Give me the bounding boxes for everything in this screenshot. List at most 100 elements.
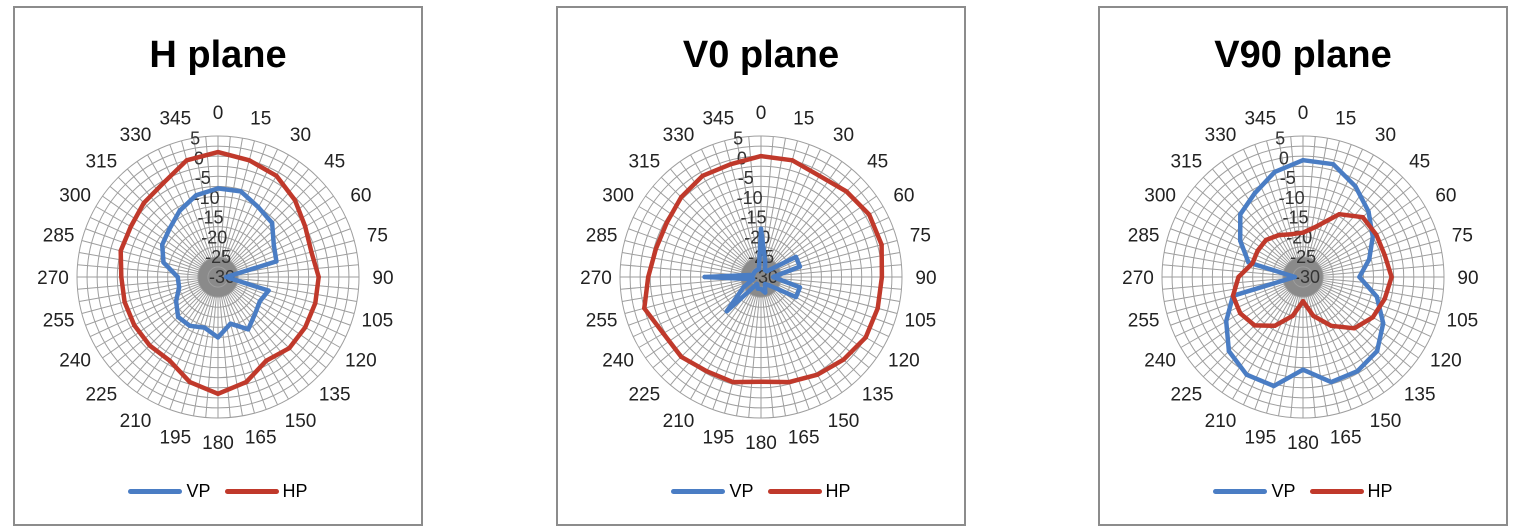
angular-tick-label: 180 (745, 433, 777, 454)
data-point-hp (215, 391, 221, 396)
data-point-hp (1255, 248, 1260, 253)
data-point-vp (755, 286, 761, 291)
polar-grid-ring (619, 135, 903, 419)
data-point-vp (756, 267, 762, 272)
data-point-hp (787, 379, 792, 385)
data-point-hp (642, 306, 647, 311)
polar-grid-ring (1262, 236, 1344, 318)
data-point-hp (303, 325, 308, 330)
angular-tick-label: 225 (628, 385, 660, 406)
angular-tick-label: 330 (120, 125, 152, 146)
data-point-hp (1389, 274, 1394, 280)
data-point-hp (141, 200, 147, 206)
data-point-hp (1272, 323, 1277, 328)
polar-grid-ring (1161, 135, 1445, 419)
polar-grid-ring (669, 185, 853, 369)
radial-tick-label: -15 (197, 208, 223, 228)
data-point-hp (679, 195, 684, 200)
data-point-vp (1271, 383, 1276, 389)
data-point-vp (767, 283, 772, 288)
legend-label-vp: VP (729, 481, 754, 501)
data-point-vp (1272, 169, 1277, 175)
data-point-hp (1276, 232, 1281, 238)
data-point-hp (1337, 212, 1342, 217)
data-point-vp (741, 284, 746, 290)
data-point-hp (875, 306, 880, 311)
data-point-hp (844, 189, 849, 194)
radial-tick-label: -15 (1282, 208, 1308, 228)
polar-grid-ring (1282, 256, 1324, 298)
data-point-hp (167, 358, 172, 363)
data-point-vp (1366, 209, 1371, 214)
data-point-vp (797, 285, 803, 290)
radial-tick-label: -5 (195, 168, 211, 188)
data-point-vp (252, 311, 258, 317)
angular-tick-label: 120 (345, 351, 377, 372)
data-point-vp (1331, 162, 1336, 167)
chart-title: V0 plane (682, 34, 840, 76)
data-point-hp (661, 331, 666, 336)
data-point-vp (1374, 348, 1380, 354)
angular-tick-label: 165 (788, 427, 820, 448)
angular-tick-label: 300 (602, 186, 634, 207)
data-point-vp (274, 259, 279, 264)
data-point-hp (1289, 232, 1294, 237)
data-point-hp (704, 369, 709, 374)
data-point-hp (244, 379, 249, 385)
radial-tick-label: 0 (737, 148, 747, 168)
radial-tick-label: -30 (752, 267, 778, 287)
angular-tick-label: 255 (1128, 311, 1160, 332)
data-point-hp (147, 343, 152, 348)
data-point-hp (700, 173, 705, 178)
data-point-hp (264, 358, 269, 363)
radial-tick-label: -15 (740, 208, 766, 228)
polar-grid-ring (197, 256, 239, 298)
angular-tick-label: 150 (1370, 411, 1402, 432)
angular-tick-label: 75 (1452, 225, 1473, 246)
data-point-vp (160, 242, 165, 247)
angular-tick-label: 45 (324, 151, 345, 172)
data-point-vp (215, 186, 221, 191)
data-point-hp (841, 357, 846, 362)
polar-grid-ring (659, 175, 863, 379)
data-point-vp (1357, 274, 1362, 280)
polar-grid-ring (136, 195, 300, 359)
polar-grid-ring (96, 155, 340, 399)
data-point-vp (1238, 238, 1243, 243)
angular-tick-label: 285 (43, 225, 75, 246)
chart-title: H plane (149, 34, 287, 76)
data-point-vp (1367, 257, 1372, 262)
legend-line-vp (671, 489, 726, 494)
angular-tick-label: 105 (362, 311, 394, 332)
polar-grid-ring (629, 145, 893, 409)
polar-center-disc (197, 256, 239, 298)
angular-tick-label: 165 (245, 427, 277, 448)
radial-tick-label: -25 (1290, 247, 1316, 267)
data-point-hp (1230, 293, 1236, 298)
angular-tick-label: 225 (85, 385, 117, 406)
data-point-vp (223, 274, 229, 280)
angular-tick-label: 120 (1430, 351, 1462, 372)
chart-legend: VP HP (558, 481, 964, 502)
data-point-vp (1381, 321, 1386, 326)
data-point-hp (646, 274, 651, 280)
radial-tick-label: -5 (1280, 168, 1296, 188)
data-point-hp (728, 162, 733, 167)
angular-tick-label: 30 (290, 125, 311, 146)
angular-tick-label: 150 (285, 411, 317, 432)
data-point-vp (269, 220, 275, 226)
polar-plot-h-plane: 50-5-10-15-20-25-300 15304560759010512013… (37, 103, 394, 454)
data-point-vp (256, 205, 261, 210)
data-point-hp (1238, 311, 1243, 316)
angular-tick-label: 300 (59, 186, 91, 207)
data-point-hp (128, 224, 133, 229)
radial-tick-label: -30 (1294, 267, 1320, 287)
data-point-vp (1329, 379, 1334, 385)
data-point-vp (271, 242, 276, 247)
angular-tick-label: 105 (905, 311, 937, 332)
angular-tick-label: 285 (586, 225, 618, 246)
polar-grid-ring (187, 246, 249, 308)
angular-tick-label: 345 (159, 109, 191, 130)
angular-tick-label: 315 (85, 151, 117, 172)
angular-tick-label: 285 (1128, 225, 1160, 246)
